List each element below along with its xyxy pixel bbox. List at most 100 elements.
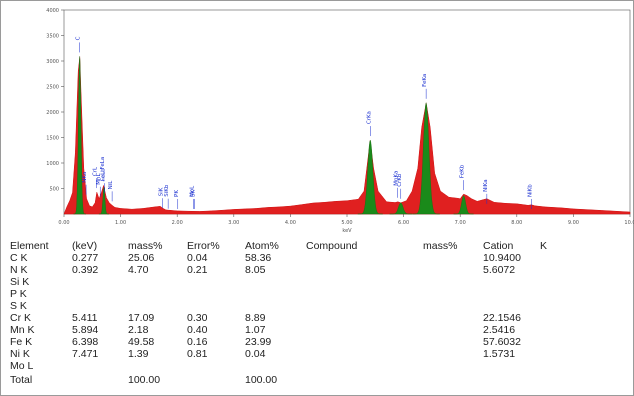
cell-error: 0.04 [187, 252, 208, 264]
cell-atom: 1.07 [245, 324, 266, 336]
header-kev: (keV) [72, 240, 98, 252]
peak-fill [98, 186, 109, 215]
quantification-table: Element (keV) mass% Error% Atom% Compoun… [0, 238, 634, 388]
peak-fill [453, 195, 474, 215]
cell-mass: 1.39 [128, 348, 149, 360]
cell-element: S K [10, 300, 27, 312]
y-tick-label: 2000 [46, 110, 59, 116]
cell-atom: 8.89 [245, 312, 266, 324]
cell-mass: 2.18 [128, 324, 149, 336]
header-error: Error% [187, 240, 220, 252]
y-axis: 500 1000 1500 2000 2500 3000 3500 4000 [46, 8, 64, 192]
peak-fills [73, 56, 474, 215]
y-tick-label: 4000 [46, 8, 59, 14]
peak-label: MnL [96, 173, 102, 185]
cell-mass: 17.09 [128, 312, 155, 324]
cell-error: 0.16 [187, 336, 208, 348]
cell-error: 0.21 [187, 264, 208, 276]
cell-atom: 0.04 [245, 348, 266, 360]
cell-mass: 49.58 [128, 336, 155, 348]
header-k: K [540, 240, 548, 252]
peak-fill [357, 139, 383, 215]
cell-element: Fe K [10, 336, 33, 348]
x-tick-label: 9.00 [568, 220, 579, 226]
cell-cation: 10.9400 [483, 252, 521, 264]
peak-label: MnKa [394, 171, 400, 186]
cell-element: Mo L [10, 360, 34, 372]
peak-label: C [76, 36, 82, 40]
peak-label: PK [174, 190, 180, 197]
header-cation: Cation [483, 240, 514, 252]
peak-label: FeLb [101, 168, 107, 181]
peak-label: NKa [82, 172, 88, 183]
cell-atom: 23.99 [245, 336, 272, 348]
x-tick-label: 6.00 [398, 220, 409, 226]
spectrum-area [63, 56, 631, 215]
cell-error: 0.30 [187, 312, 208, 324]
y-tick-label: 2500 [46, 84, 59, 90]
peak-label: NiL [108, 180, 114, 190]
peak-label: CrL [92, 166, 98, 176]
header-element: Element [10, 240, 49, 252]
y-tick-label: 3500 [46, 33, 59, 39]
y-tick-label: 3000 [46, 59, 59, 65]
cell-kev: 0.277 [72, 252, 99, 264]
y-tick-label: 500 [49, 186, 59, 192]
y-tick-label: 1000 [46, 161, 59, 167]
cell-mass: 25.06 [128, 252, 155, 264]
cell-atom: 58.36 [245, 252, 272, 264]
cell-element: C K [10, 252, 28, 264]
peak-label: FeKb [460, 164, 466, 178]
cell-kev: 6.398 [72, 336, 99, 348]
x-tick-label: 4.00 [285, 220, 296, 226]
cell-cation: 5.6072 [483, 264, 516, 276]
peak-label: SK [191, 189, 197, 196]
peak-fill [73, 56, 86, 215]
peak-label: MoL [190, 185, 196, 197]
y-tick-label: 1500 [46, 135, 59, 141]
x-tick-label: 1.00 [115, 220, 126, 226]
total-atom: 100.00 [245, 374, 278, 386]
x-tick-label: 2.00 [172, 220, 183, 226]
cell-mass: 4.70 [128, 264, 149, 276]
cell-kev: 5.411 [72, 312, 98, 324]
peak-label: NiKa [483, 179, 489, 192]
x-tick-label: 0.00 [58, 220, 69, 226]
peak-label: SiKb [164, 184, 170, 197]
cell-error: 0.81 [187, 348, 208, 360]
peak-label: FeLa [100, 157, 106, 170]
peak-fill [389, 202, 412, 215]
cell-atom: 8.05 [245, 264, 266, 276]
x-tick-label: 10.0 [624, 220, 634, 226]
peak-label: CrKa [366, 111, 372, 124]
cell-element: N K [10, 264, 28, 276]
total-mass: 100.00 [128, 374, 161, 386]
x-tick-label: 3.00 [228, 220, 239, 226]
x-tick-label: 7.00 [455, 220, 466, 226]
x-axis-label: keV [342, 228, 352, 234]
cell-element: Cr K [10, 312, 31, 324]
cell-cation: 2.5416 [483, 324, 516, 336]
cell-cation: 1.5731 [483, 348, 516, 360]
x-axis: 0.00 1.00 2.00 3.00 4.00 5.00 6.00 7.00 8.00 9.00… [58, 214, 634, 226]
peak-label: NiKb [528, 184, 534, 197]
header-mass: mass% [128, 240, 163, 252]
plot-background [63, 9, 631, 215]
peak-label: FeKa [422, 74, 428, 87]
cell-element: Mn K [10, 324, 35, 336]
x-tick-label: 5.00 [341, 220, 352, 226]
header-mass-compound: mass% [423, 240, 458, 252]
cell-kev: 0.392 [72, 264, 99, 276]
peak-label: SiK [158, 187, 164, 196]
cell-error: 0.40 [187, 324, 208, 336]
eds-spectrum-chart: 500 1000 1500 2000 2500 3000 3500 4000 0.00 1.00… [46, 8, 634, 234]
cell-element: Ni K [10, 348, 30, 360]
peak-label: CrKb [397, 173, 403, 187]
cell-kev: 5.894 [72, 324, 99, 336]
cell-cation: 22.1546 [483, 312, 521, 324]
x-tick-label: 8.00 [511, 220, 522, 226]
cell-element: Si K [10, 276, 30, 288]
header-compound: Compound [306, 240, 358, 252]
header-atom: Atom% [245, 240, 279, 252]
